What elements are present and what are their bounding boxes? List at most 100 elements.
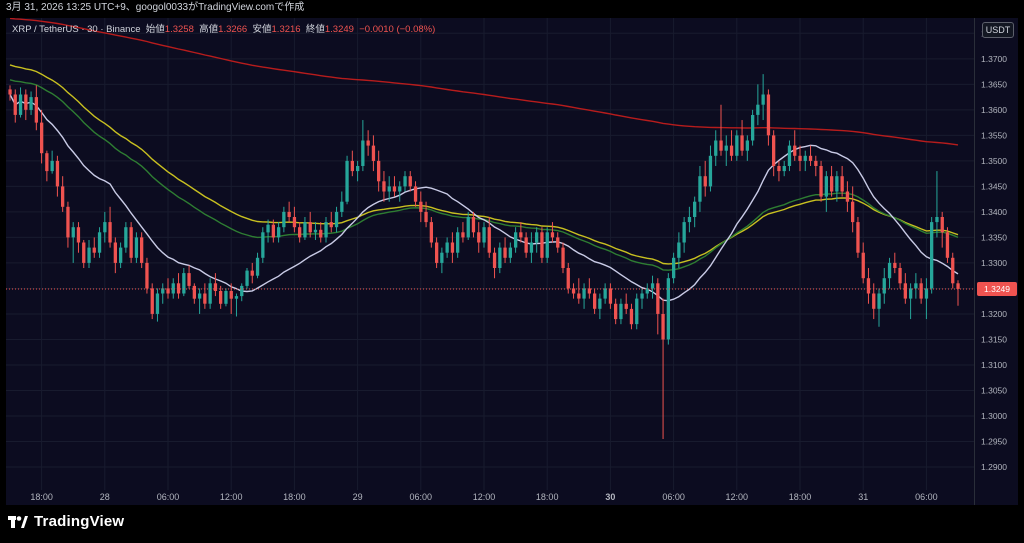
candle-up xyxy=(698,176,702,202)
candle-down xyxy=(250,270,254,276)
candle-down xyxy=(777,166,781,172)
candle-down xyxy=(308,222,312,233)
tradingview-logo-icon xyxy=(8,515,28,528)
candle-down xyxy=(55,160,60,187)
time-axis: 18:00 28 06:00 12:00 18:00 29 06:00 12:00 18:00 3… xyxy=(30,492,1001,502)
candle-up xyxy=(387,186,391,192)
candle-up xyxy=(119,247,123,263)
candle-down xyxy=(40,122,44,154)
price-tick-label: 1.3700 xyxy=(981,54,1007,64)
candle-down xyxy=(893,262,897,268)
candle-up xyxy=(708,155,713,187)
price-axis[interactable]: 1.37501.37001.36501.36001.35501.35001.34… xyxy=(974,18,1018,505)
candle-down xyxy=(471,217,476,233)
candle-up xyxy=(682,222,686,243)
candle-up xyxy=(245,270,249,286)
candle-up xyxy=(345,160,349,202)
candle-up xyxy=(29,97,33,110)
candle-down xyxy=(629,308,634,325)
time-tick-label: 18:00 xyxy=(536,492,559,502)
time-tick-label: 12:00 xyxy=(220,492,243,502)
candle-down xyxy=(192,285,196,299)
candle-up xyxy=(824,176,828,197)
candle-down xyxy=(408,176,412,187)
candle-up xyxy=(356,166,360,172)
price-tick-label: 1.3300 xyxy=(981,258,1007,268)
candle-down xyxy=(872,293,876,309)
candle-down xyxy=(271,224,275,238)
time-tick-label: 06:00 xyxy=(662,492,685,502)
price-tick-label: 1.3500 xyxy=(981,156,1007,166)
price-tick-label: 1.2950 xyxy=(981,437,1007,447)
chart-area[interactable]: 18:00 28 06:00 12:00 18:00 29 06:00 12:00 18:00 3… xyxy=(6,17,1001,505)
candlestick-chart[interactable]: 18:00 28 06:00 12:00 18:00 29 06:00 12:00 18:00 3… xyxy=(6,17,1001,505)
candle-up xyxy=(198,293,202,299)
candle-down xyxy=(524,237,528,253)
price-tick-label: 1.3100 xyxy=(981,360,1007,370)
candle-down xyxy=(593,293,597,309)
time-tick-label: 18:00 xyxy=(789,492,812,502)
candle-down xyxy=(487,227,491,253)
low-label: 安値 xyxy=(252,24,272,35)
candle-down xyxy=(113,242,117,263)
candle-down xyxy=(350,160,354,172)
candle-up xyxy=(71,227,75,238)
candle-up xyxy=(545,232,549,258)
candle-up xyxy=(171,283,175,294)
candle-down xyxy=(898,268,902,284)
candle-up xyxy=(134,237,139,258)
candle-down xyxy=(82,242,86,263)
candle-down xyxy=(571,288,576,294)
low-value: 1.3216 xyxy=(271,24,301,35)
candle-down xyxy=(477,232,481,243)
price-tick-label: 1.3600 xyxy=(981,105,1007,115)
high-value: 1.3266 xyxy=(218,24,248,35)
candle-up xyxy=(640,293,644,299)
candle-down xyxy=(203,293,207,304)
price-tick-label: 1.3400 xyxy=(981,207,1007,217)
candle-up xyxy=(103,222,107,233)
candle-up xyxy=(440,252,444,263)
candle-up xyxy=(645,288,649,294)
candle-down xyxy=(492,252,497,268)
candle-down xyxy=(392,186,397,192)
open-label: 始値 xyxy=(145,24,165,35)
candle-up xyxy=(240,285,244,297)
candle-down xyxy=(24,94,28,110)
candle-down xyxy=(413,186,418,202)
candle-down xyxy=(830,176,834,192)
candle-up xyxy=(466,217,470,238)
footer xyxy=(0,505,1024,543)
candle-up xyxy=(403,176,407,187)
open-value: 1.3258 xyxy=(164,24,194,35)
candle-down xyxy=(808,155,813,161)
candle-down xyxy=(819,166,823,197)
candle-up xyxy=(182,273,186,294)
candle-up xyxy=(324,222,328,238)
candle-down xyxy=(577,293,581,299)
candle-up xyxy=(155,293,160,314)
candle-down xyxy=(766,94,771,136)
candle-down xyxy=(34,97,38,123)
candle-up xyxy=(97,232,102,253)
price-tick-label: 1.3450 xyxy=(981,181,1007,191)
tradingview-logo-text: TradingView xyxy=(34,513,125,530)
candle-down xyxy=(187,273,191,286)
price-tick-label: 1.3350 xyxy=(981,232,1007,242)
tradingview-logo[interactable]: TradingView xyxy=(8,513,124,530)
currency-button[interactable]: USDT xyxy=(982,22,1014,38)
candle-down xyxy=(213,283,218,291)
candle-down xyxy=(61,186,65,207)
candle-down xyxy=(45,153,49,172)
candle-up xyxy=(161,288,165,294)
candle-down xyxy=(150,288,154,314)
candle-down xyxy=(8,89,12,95)
candle-up xyxy=(787,145,792,166)
candle-up xyxy=(635,298,639,325)
candle-up xyxy=(208,283,212,304)
candle-up xyxy=(303,222,307,238)
candle-up xyxy=(582,288,586,299)
time-tick-label: 18:00 xyxy=(30,492,53,502)
candle-up xyxy=(277,227,281,238)
candle-down xyxy=(176,283,181,294)
